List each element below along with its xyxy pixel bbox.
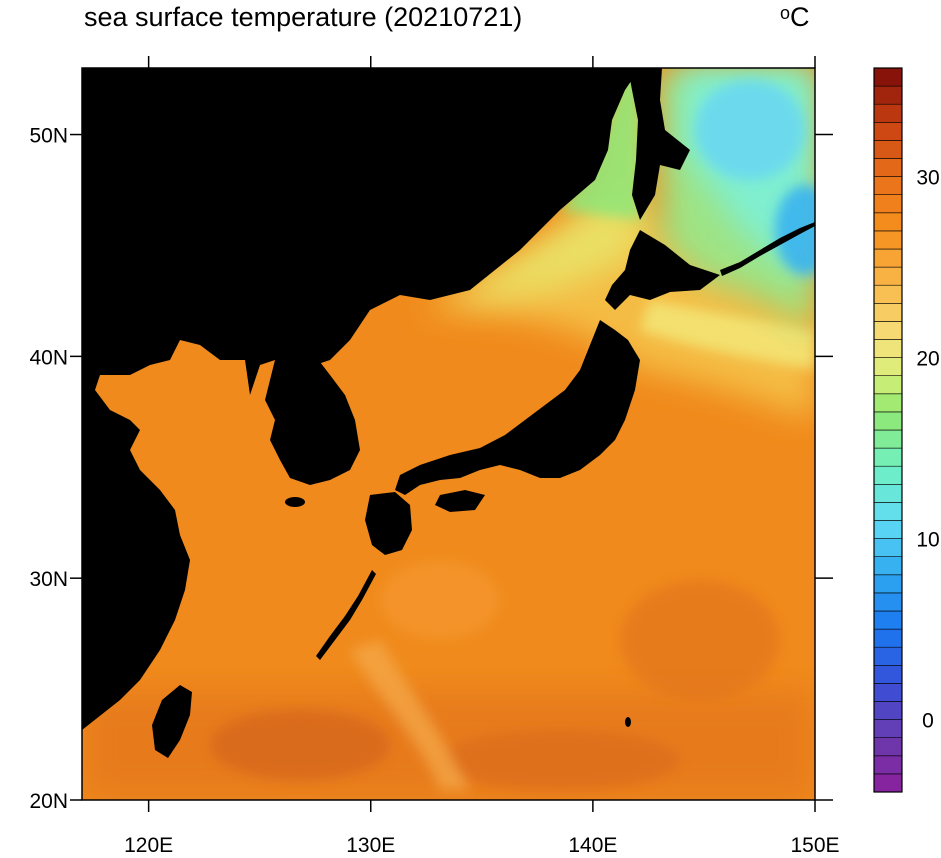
colorbar-segment bbox=[873, 664, 903, 684]
colorbar-segment bbox=[873, 610, 903, 630]
units-symbol: C bbox=[790, 2, 810, 32]
sst-band-20c bbox=[640, 300, 815, 370]
latitude-axis: 50N 40N 30N 20N bbox=[29, 125, 833, 813]
lon-tick-label: 120E bbox=[124, 834, 173, 857]
colorbar-segment bbox=[873, 574, 903, 594]
map-plot-area bbox=[82, 68, 815, 800]
colorbar-segment bbox=[873, 447, 903, 467]
lon-tick-label: 140E bbox=[568, 834, 617, 857]
colorbar-tick-label: 20 bbox=[916, 348, 939, 371]
colorbar-segment bbox=[873, 556, 903, 576]
colorbar-segment bbox=[873, 465, 903, 485]
land-korea bbox=[265, 360, 360, 485]
colorbar-segment bbox=[873, 284, 903, 304]
sst-band-18c bbox=[450, 68, 640, 300]
colorbar-segment bbox=[873, 67, 903, 87]
colorbar-segment bbox=[873, 375, 903, 395]
lat-tick-label: 20N bbox=[29, 790, 68, 813]
lat-tick-label: 50N bbox=[29, 125, 68, 148]
colorbar-segment bbox=[873, 683, 903, 702]
land-ryukyu bbox=[316, 570, 376, 660]
land-shikoku bbox=[435, 490, 485, 512]
colorbar-segment bbox=[873, 194, 903, 214]
land-honshu bbox=[395, 320, 640, 495]
colorbar-frame bbox=[873, 67, 903, 793]
colorbar-segment bbox=[873, 483, 903, 503]
colorbar-tick-label: 0 bbox=[922, 710, 934, 733]
units-label: oC bbox=[780, 2, 810, 33]
degree-symbol: o bbox=[780, 3, 791, 23]
colorbar-segment bbox=[873, 755, 903, 775]
lon-tick-label: 130E bbox=[346, 834, 395, 857]
land-jeju bbox=[285, 497, 305, 507]
colorbar-segment bbox=[873, 393, 903, 413]
colorbar-segment bbox=[873, 502, 903, 521]
colorbar-segment bbox=[873, 248, 903, 268]
land-kyushu bbox=[365, 492, 412, 555]
colorbar-segment bbox=[873, 230, 903, 250]
colorbar-segment bbox=[873, 212, 903, 232]
colorbar-segment bbox=[873, 411, 903, 431]
land-asia-mainland bbox=[82, 68, 640, 730]
colorbar-tick-label: 30 bbox=[916, 167, 939, 190]
land-small-island bbox=[625, 717, 631, 727]
land-sakhalin bbox=[628, 68, 690, 220]
sst-band-10c bbox=[695, 80, 805, 180]
longitude-axis: 120E 130E 140E 150E bbox=[124, 56, 840, 857]
colorbar-segment bbox=[873, 339, 903, 358]
colorbar-segment bbox=[873, 538, 903, 557]
colorbar-segment bbox=[873, 646, 903, 666]
colorbar-segment bbox=[873, 628, 903, 648]
colorbar-segment bbox=[873, 701, 903, 720]
colorbar-segment bbox=[873, 176, 903, 196]
sst-band-22c bbox=[420, 200, 815, 420]
lat-tick-label: 30N bbox=[29, 568, 68, 591]
colorbar-segment bbox=[873, 158, 903, 177]
colorbar-segment bbox=[873, 429, 903, 449]
map-frame bbox=[81, 67, 816, 801]
land-kurils bbox=[720, 222, 815, 276]
colorbar-segment bbox=[873, 321, 903, 340]
map-title: sea surface temperature (20210721) bbox=[84, 2, 523, 32]
sst-band-8c bbox=[775, 185, 815, 275]
colorbar-segment bbox=[873, 266, 903, 286]
colorbar-segment bbox=[873, 302, 903, 322]
colorbar-tick-label: 10 bbox=[916, 529, 939, 552]
lat-tick-label: 40N bbox=[29, 346, 68, 369]
colorbar-labels: 30 20 10 0 bbox=[916, 167, 939, 733]
warm-patch bbox=[210, 710, 390, 780]
cool-patch bbox=[380, 560, 500, 640]
colorbar-segment bbox=[873, 103, 903, 123]
colorbar-segment bbox=[873, 719, 903, 738]
land-hokkaido bbox=[605, 230, 720, 310]
colorbar-segment bbox=[873, 592, 903, 612]
colorbar-segment bbox=[873, 122, 903, 141]
colorbar-segment bbox=[873, 140, 903, 159]
land-taiwan bbox=[152, 685, 192, 758]
cool-current-tongue bbox=[350, 640, 470, 790]
colorbar bbox=[873, 67, 903, 793]
colorbar-segment bbox=[873, 85, 903, 105]
warm-patch bbox=[620, 580, 780, 700]
colorbar-segment bbox=[873, 737, 903, 757]
colorbar-segment bbox=[873, 773, 903, 793]
land-masses bbox=[82, 68, 815, 758]
colorbar-segment bbox=[873, 520, 903, 539]
warm-patch bbox=[440, 730, 680, 790]
colorbar-segment bbox=[873, 357, 903, 377]
lon-tick-label: 150E bbox=[790, 834, 839, 857]
